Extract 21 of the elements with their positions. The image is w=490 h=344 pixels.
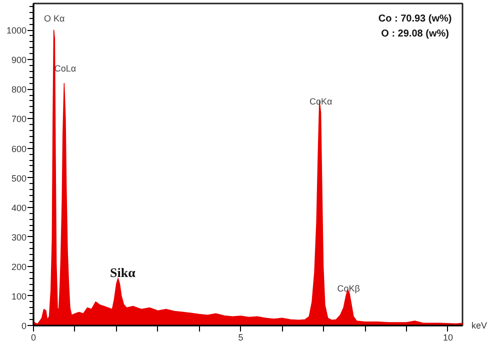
annotation: Sikα <box>110 265 136 280</box>
y-tick-label: 600 <box>11 144 27 154</box>
y-tick-label: 200 <box>11 262 27 272</box>
y-tick-label: 900 <box>11 55 27 66</box>
y-tick-label: 400 <box>11 202 27 213</box>
annotation: O : 29.08 (w%) <box>381 28 449 40</box>
annotation: CoKβ <box>337 284 360 294</box>
x-tick-label: 0 <box>30 332 36 342</box>
y-tick-label: 500 <box>11 173 27 184</box>
y-tick-label: 0 <box>21 321 27 331</box>
y-tick-label: 800 <box>11 84 27 95</box>
y-tick-label: 700 <box>11 114 27 124</box>
annotation: O Kα <box>44 14 65 24</box>
y-tick-label: 300 <box>11 232 27 242</box>
x-axis-title: keV <box>472 320 488 330</box>
y-tick-label: 1000 <box>6 26 27 36</box>
annotation: CoKα <box>309 96 332 106</box>
annotation: Co : 70.93 (w%) <box>378 14 452 24</box>
y-tick-label: 100 <box>11 291 27 302</box>
x-tick-label: 5 <box>238 332 244 342</box>
x-tick-label: 10 <box>442 332 454 342</box>
